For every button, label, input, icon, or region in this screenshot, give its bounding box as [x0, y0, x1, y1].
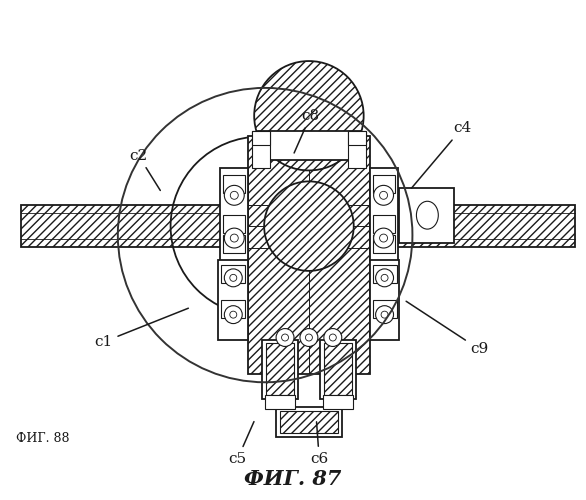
Bar	[222, 300, 245, 318]
Circle shape	[281, 334, 288, 341]
Circle shape	[374, 228, 394, 248]
Text: ФИГ. 88: ФИГ. 88	[16, 432, 70, 446]
Circle shape	[324, 328, 342, 346]
Circle shape	[300, 328, 318, 346]
Circle shape	[276, 328, 294, 346]
Circle shape	[224, 186, 244, 205]
Bar	[324, 344, 352, 395]
Bar	[360, 205, 575, 247]
Circle shape	[376, 306, 394, 324]
Circle shape	[380, 192, 387, 200]
Bar	[373, 215, 394, 233]
Circle shape	[329, 334, 336, 341]
Circle shape	[376, 269, 394, 287]
Text: с6: с6	[310, 422, 328, 466]
Bar	[373, 176, 394, 194]
Bar	[21, 205, 240, 247]
Text: с9: с9	[406, 301, 489, 356]
Bar	[373, 265, 397, 283]
Text: с4: с4	[411, 121, 471, 188]
Text: с8: с8	[294, 109, 319, 153]
Circle shape	[230, 234, 239, 242]
Bar	[258, 130, 360, 160]
Bar	[373, 300, 397, 318]
Bar	[223, 176, 245, 194]
Bar	[252, 130, 270, 168]
Bar	[323, 395, 353, 409]
Bar	[252, 130, 270, 144]
Bar	[223, 235, 245, 253]
Circle shape	[224, 269, 242, 287]
Circle shape	[230, 274, 237, 281]
Circle shape	[230, 192, 239, 200]
Bar	[220, 168, 248, 263]
Bar	[280, 411, 338, 433]
Circle shape	[381, 311, 388, 318]
Text: с2: с2	[130, 148, 161, 190]
Bar	[373, 235, 394, 253]
Bar	[248, 136, 370, 374]
Circle shape	[264, 182, 354, 271]
Bar	[347, 130, 366, 144]
Bar	[223, 215, 245, 233]
Circle shape	[374, 186, 394, 205]
Ellipse shape	[417, 202, 438, 229]
Text: с5: с5	[229, 422, 254, 466]
Bar	[222, 265, 245, 283]
Circle shape	[224, 228, 244, 248]
Circle shape	[224, 306, 242, 324]
Bar	[219, 260, 248, 340]
Circle shape	[230, 311, 237, 318]
Bar	[400, 188, 454, 243]
Circle shape	[381, 274, 388, 281]
Circle shape	[254, 61, 364, 170]
Bar	[370, 168, 397, 263]
Circle shape	[305, 334, 312, 341]
Bar	[276, 407, 342, 437]
Bar	[370, 260, 400, 340]
Circle shape	[380, 234, 387, 242]
Bar	[265, 395, 295, 409]
Text: с1: с1	[94, 308, 188, 349]
Text: ФИГ. 87: ФИГ. 87	[244, 468, 342, 488]
Bar	[347, 130, 366, 168]
Bar	[320, 340, 356, 399]
Bar	[266, 344, 294, 395]
Bar	[262, 340, 298, 399]
